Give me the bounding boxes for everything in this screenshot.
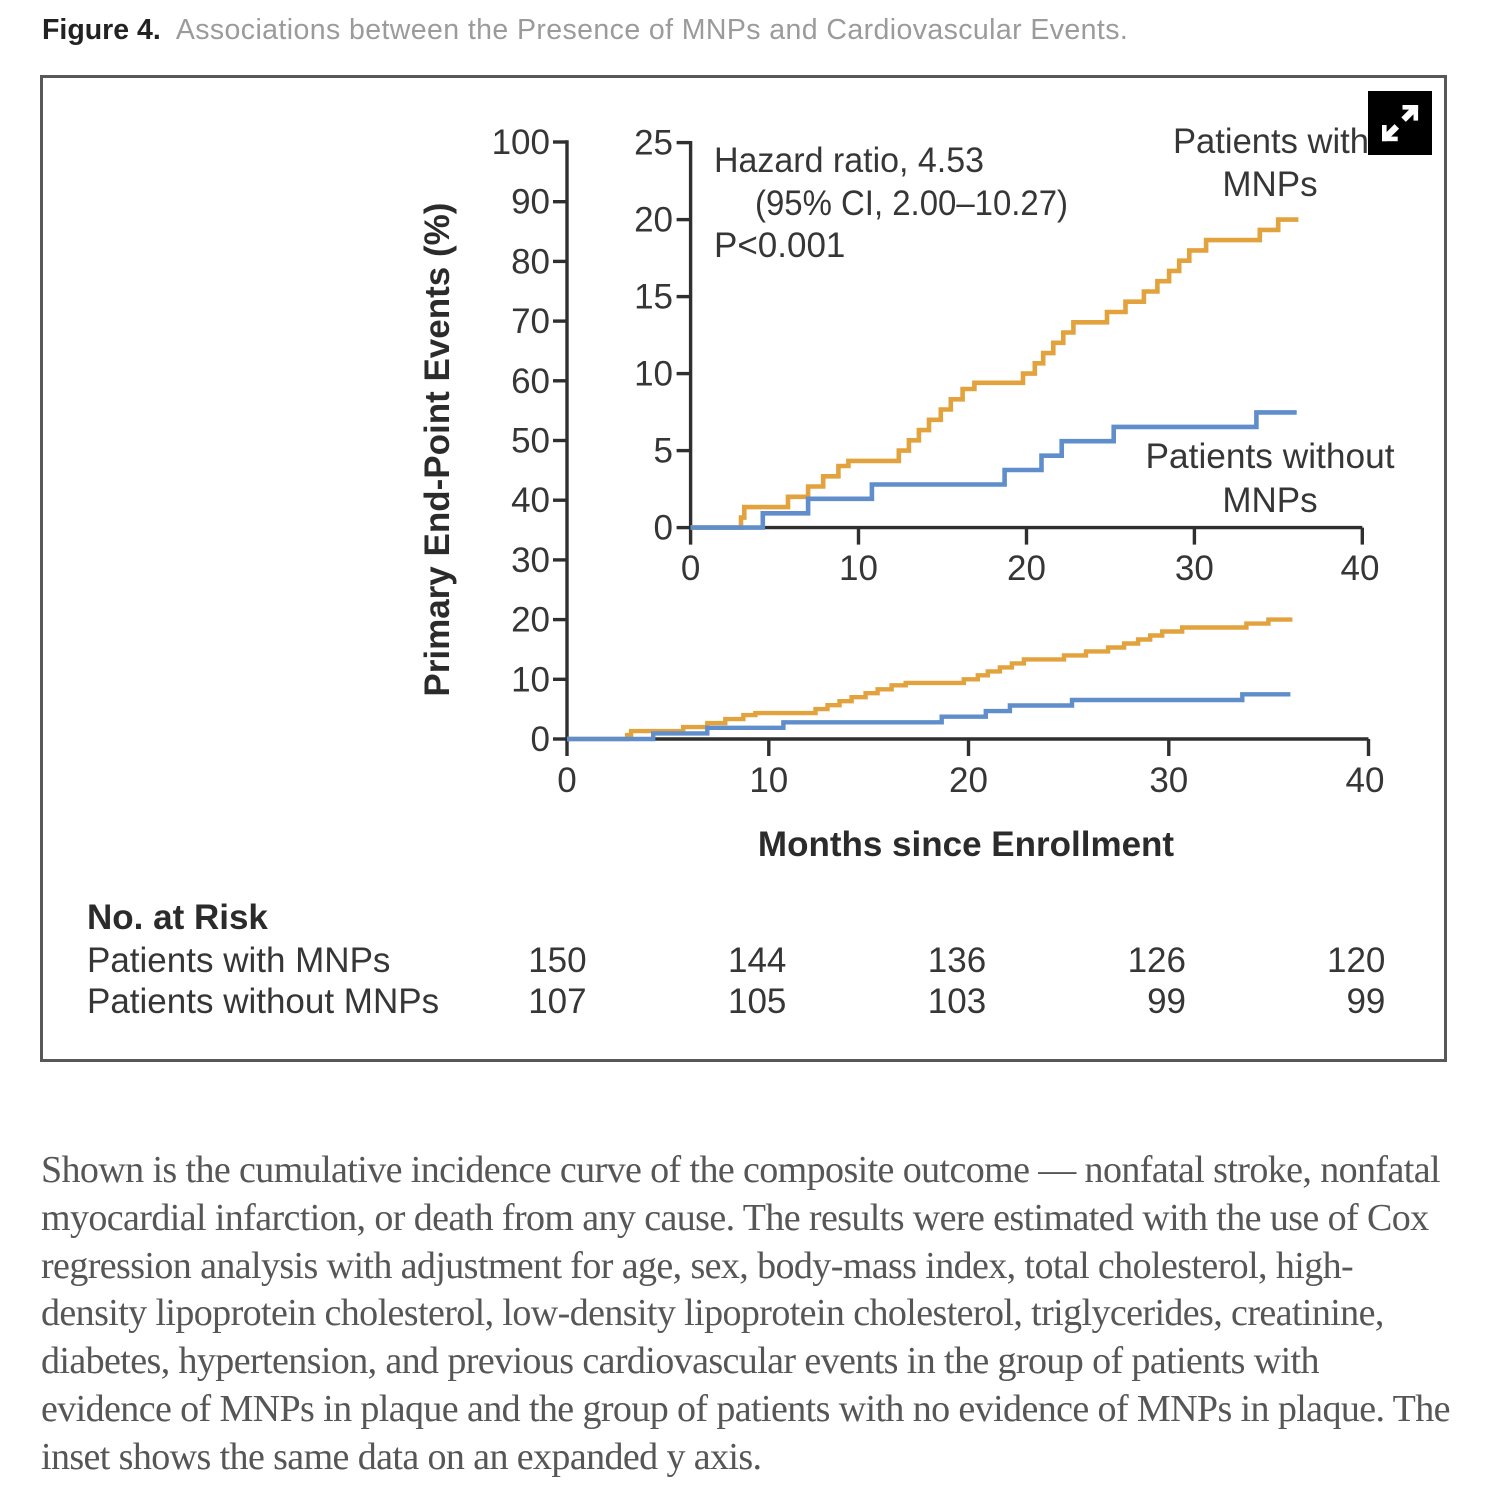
svg-text:Patients without MNPs: Patients without MNPs [87,982,439,1021]
svg-text:Hazard ratio, 4.53: Hazard ratio, 4.53 [714,141,984,180]
svg-text:70: 70 [511,302,550,341]
svg-text:107: 107 [528,982,586,1021]
svg-text:99: 99 [1147,982,1186,1021]
svg-text:105: 105 [728,982,786,1021]
svg-text:30: 30 [1175,549,1214,588]
svg-text:0: 0 [531,720,550,759]
svg-text:Months since Enrollment: Months since Enrollment [758,825,1174,864]
svg-text:60: 60 [511,362,550,401]
svg-text:150: 150 [528,941,586,980]
svg-text:30: 30 [511,541,550,580]
svg-text:80: 80 [511,242,550,281]
svg-text:40: 40 [511,481,550,520]
svg-text:136: 136 [928,941,986,980]
svg-text:25: 25 [634,124,673,163]
svg-text:MNPs: MNPs [1222,165,1317,204]
svg-text:0: 0 [681,549,700,588]
svg-text:(95% CI, 2.00–10.27): (95% CI, 2.00–10.27) [755,184,1068,223]
svg-text:Patients without: Patients without [1146,437,1395,476]
svg-text:20: 20 [511,601,550,640]
svg-text:0: 0 [557,761,576,800]
svg-text:20: 20 [949,761,988,800]
svg-text:40: 40 [1341,549,1380,588]
svg-text:P<0.001: P<0.001 [714,226,845,265]
svg-text:Patients with: Patients with [1173,122,1369,161]
svg-text:10: 10 [749,761,788,800]
svg-text:Patients with MNPs: Patients with MNPs [87,941,390,980]
svg-text:0: 0 [654,509,673,548]
svg-text:5: 5 [654,432,673,471]
svg-text:100: 100 [492,123,550,162]
svg-text:103: 103 [928,982,986,1021]
svg-text:10: 10 [634,355,673,394]
svg-text:MNPs: MNPs [1222,481,1317,520]
svg-text:10: 10 [511,660,550,699]
svg-text:No. at Risk: No. at Risk [87,898,268,937]
svg-text:120: 120 [1327,941,1385,980]
svg-text:Primary End-Point Events (%): Primary End-Point Events (%) [418,203,457,697]
svg-text:30: 30 [1149,761,1188,800]
svg-text:90: 90 [511,183,550,222]
svg-text:99: 99 [1346,982,1385,1021]
svg-text:40: 40 [1346,761,1385,800]
svg-text:126: 126 [1128,941,1186,980]
svg-text:144: 144 [728,941,786,980]
svg-text:50: 50 [511,422,550,461]
svg-text:10: 10 [839,549,878,588]
svg-text:20: 20 [1007,549,1046,588]
svg-text:15: 15 [634,278,673,317]
svg-text:20: 20 [634,201,673,240]
